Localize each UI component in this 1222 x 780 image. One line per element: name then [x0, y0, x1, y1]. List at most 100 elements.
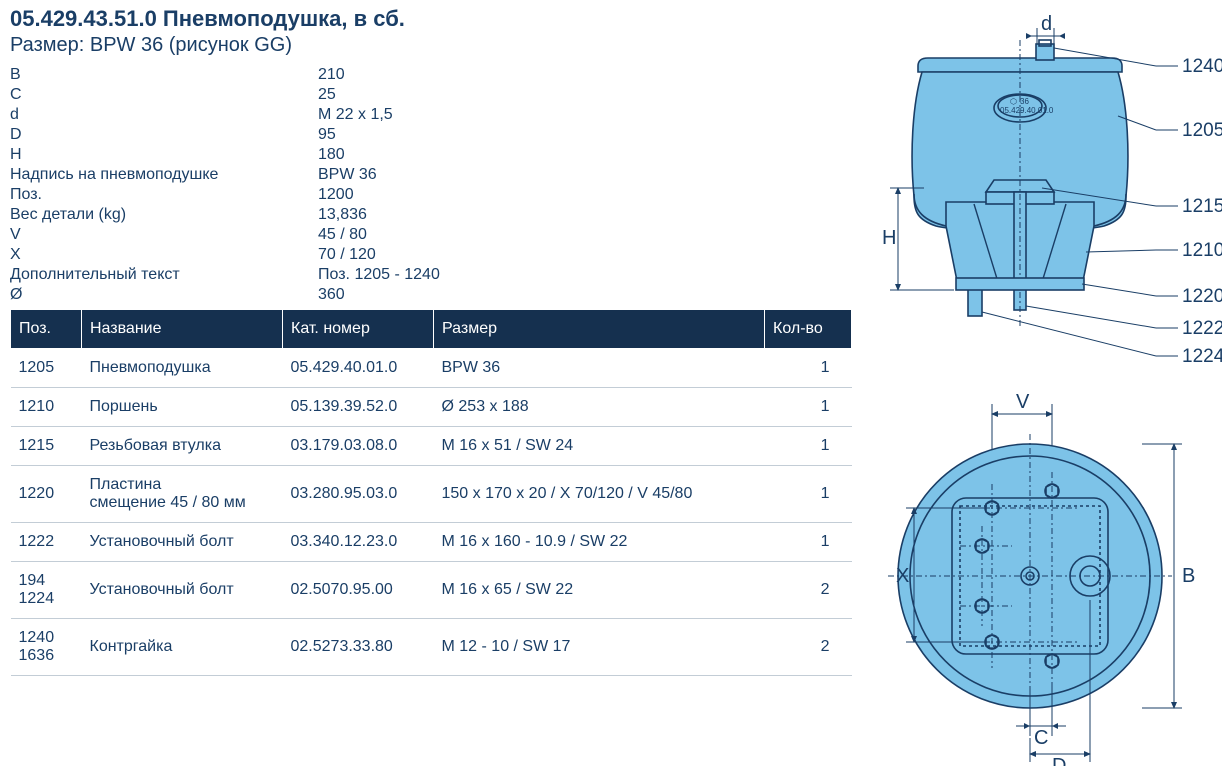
dim-c-label: C: [1034, 727, 1048, 749]
table-cell: BPW 36: [434, 349, 765, 388]
subtitle-label: Размер:: [10, 34, 84, 56]
table-row: 1222Установочный болт03.340.12.23.0M 16 …: [11, 523, 852, 562]
table-row: 1210Поршень05.139.39.52.0Ø 253 x 1881: [11, 388, 852, 427]
spec-label: B: [10, 65, 318, 85]
marking-logo: ⬡: [1010, 97, 1017, 106]
table-cell: 1: [765, 427, 852, 466]
spec-value: 360: [318, 285, 852, 305]
table-row: 1215Резьбовая втулка03.179.03.08.0M 16 x…: [11, 427, 852, 466]
subtitle: Размер: BPW 36 (рисунок GG): [10, 34, 852, 57]
dim-d-label: d: [1041, 13, 1052, 35]
table-row: 1941224Установочный болт02.5070.95.00M 1…: [11, 562, 852, 619]
dim-x-label: X: [896, 565, 909, 587]
table-cell: M 16 x 51 / SW 24: [434, 427, 765, 466]
table-cell: 1210: [11, 388, 82, 427]
table-cell: 12401636: [11, 619, 82, 676]
spec-label: Ø: [10, 285, 318, 305]
parts-header-cell: Название: [82, 310, 283, 349]
spec-row: dM 22 x 1,5: [10, 105, 852, 125]
dim-v-label: V: [1016, 391, 1030, 413]
technical-diagram: d ⬡: [882, 6, 1222, 766]
spec-label: Вес детали (kg): [10, 205, 318, 225]
parts-header-cell: Поз.: [11, 310, 82, 349]
spec-value: 180: [318, 145, 852, 165]
dim-d2-label: D: [1052, 755, 1066, 766]
part-number: 05.429.43.51.0: [10, 6, 157, 31]
parts-header-cell: Кол-во: [765, 310, 852, 349]
spec-row: B210: [10, 65, 852, 85]
spec-row: H180: [10, 145, 852, 165]
callout-1215: 1215: [1182, 196, 1222, 217]
parts-header-cell: Кат. номер: [283, 310, 434, 349]
parts-header-cell: Размер: [434, 310, 765, 349]
spec-row: Ø360: [10, 285, 852, 305]
table-cell: 150 x 170 x 20 / X 70/120 / V 45/80: [434, 466, 765, 523]
table-cell: 1: [765, 466, 852, 523]
subtitle-value: BPW 36 (рисунок GG): [84, 34, 292, 56]
spec-label: D: [10, 125, 318, 145]
table-row: 1220Пластинасмещение 45 / 80 мм03.280.95…: [11, 466, 852, 523]
callout-1205: 1205: [1182, 120, 1222, 141]
spec-value: 45 / 80: [318, 225, 852, 245]
table-cell: 1: [765, 523, 852, 562]
marking-bottom: 05.429.40.01.0: [1000, 106, 1054, 115]
table-cell: 1: [765, 349, 852, 388]
title-text: Пневмоподушка, в сб.: [157, 6, 405, 31]
spec-value: 95: [318, 125, 852, 145]
dim-h-label: H: [882, 227, 896, 249]
spec-row: Вес детали (kg)13,836: [10, 205, 852, 225]
spec-label: V: [10, 225, 318, 245]
dim-b-label: B: [1182, 565, 1195, 587]
table-cell: 1215: [11, 427, 82, 466]
spec-label: Поз.: [10, 185, 318, 205]
table-cell: 02.5070.95.00: [283, 562, 434, 619]
parts-table: Поз.НазваниеКат. номерРазмерКол-во 1205П…: [10, 309, 852, 676]
table-cell: 05.429.40.01.0: [283, 349, 434, 388]
table-cell: M 16 x 65 / SW 22: [434, 562, 765, 619]
callout-1220: 1220: [1182, 286, 1222, 307]
spec-value: BPW 36: [318, 165, 852, 185]
table-cell: 2: [765, 619, 852, 676]
spec-row: Поз.1200: [10, 185, 852, 205]
table-row: 1205Пневмоподушка05.429.40.01.0BPW 361: [11, 349, 852, 388]
callout-1222: 1222: [1182, 318, 1222, 339]
table-cell: 1941224: [11, 562, 82, 619]
table-cell: Резьбовая втулка: [82, 427, 283, 466]
spec-value: 210: [318, 65, 852, 85]
spec-label: C: [10, 85, 318, 105]
spec-row: C25: [10, 85, 852, 105]
spec-row: V45 / 80: [10, 225, 852, 245]
table-cell: M 12 - 10 / SW 17: [434, 619, 765, 676]
spec-value: 70 / 120: [318, 245, 852, 265]
spec-value: Поз. 1205 - 1240: [318, 265, 852, 285]
table-cell: 03.340.12.23.0: [283, 523, 434, 562]
table-cell: Установочный болт: [82, 562, 283, 619]
spec-label: Дополнительный текст: [10, 265, 318, 285]
table-cell: Установочный болт: [82, 523, 283, 562]
table-cell: 1220: [11, 466, 82, 523]
table-cell: Пластинасмещение 45 / 80 мм: [82, 466, 283, 523]
table-cell: 2: [765, 562, 852, 619]
table-cell: 03.280.95.03.0: [283, 466, 434, 523]
spec-value: 13,836: [318, 205, 852, 225]
table-cell: 02.5273.33.80: [283, 619, 434, 676]
spec-label: Надпись на пневмоподушке: [10, 165, 318, 185]
table-cell: 05.139.39.52.0: [283, 388, 434, 427]
table-cell: Ø 253 x 188: [434, 388, 765, 427]
table-cell: Поршень: [82, 388, 283, 427]
page-title: 05.429.43.51.0 Пневмоподушка, в сб.: [10, 6, 852, 32]
spec-label: H: [10, 145, 318, 165]
table-row: 12401636Контргайка02.5273.33.80M 12 - 10…: [11, 619, 852, 676]
spec-label: d: [10, 105, 318, 125]
table-cell: M 16 x 160 - 10.9 / SW 22: [434, 523, 765, 562]
spec-value: 25: [318, 85, 852, 105]
marking-top: 36: [1020, 97, 1029, 106]
spec-row: Надпись на пневмоподушкеBPW 36: [10, 165, 852, 185]
callout-1210: 1210: [1182, 240, 1222, 261]
table-cell: 1222: [11, 523, 82, 562]
spec-value: M 22 x 1,5: [318, 105, 852, 125]
spec-row: X70 / 120: [10, 245, 852, 265]
table-cell: 1: [765, 388, 852, 427]
spec-row: Дополнительный текстПоз. 1205 - 1240: [10, 265, 852, 285]
callout-1240: 1240: [1182, 56, 1222, 77]
